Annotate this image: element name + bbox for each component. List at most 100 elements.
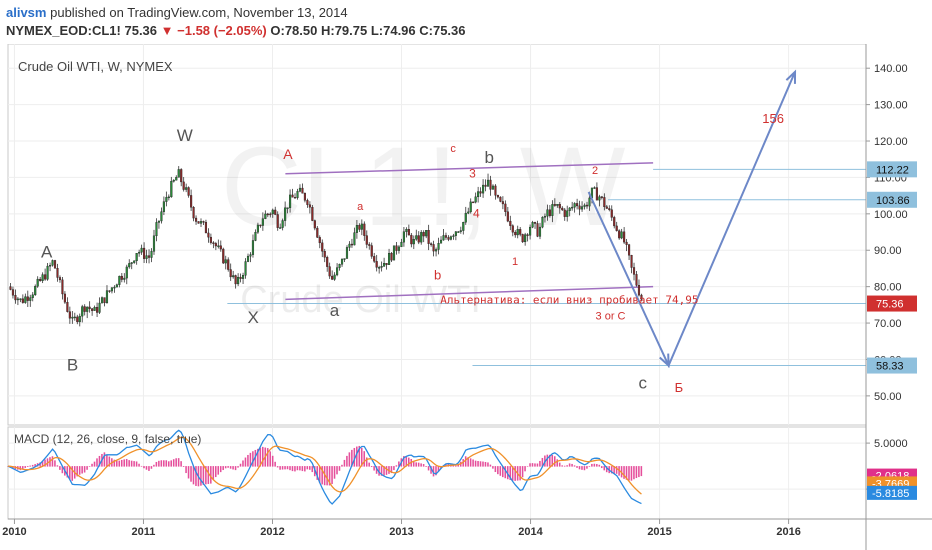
candle-body <box>628 244 631 256</box>
channel-line <box>285 285 654 301</box>
candle-body <box>491 185 495 190</box>
macd-histogram-bar <box>304 466 306 472</box>
macd-histogram-bar <box>128 460 130 467</box>
macd-histogram-bar <box>427 466 430 471</box>
macd-histogram-bar <box>175 458 177 467</box>
candle-body <box>199 221 203 224</box>
candle-body <box>467 211 470 214</box>
candle-body <box>105 290 109 304</box>
candle-body <box>175 177 178 181</box>
candle-body <box>162 201 165 212</box>
wave-label: X <box>247 308 258 327</box>
candle-body <box>499 196 502 202</box>
candle-body <box>323 251 326 258</box>
candle-body <box>496 195 499 198</box>
macd-histogram-bar <box>358 445 361 467</box>
candle-body <box>165 197 168 202</box>
candle-body <box>348 243 351 248</box>
candle-body <box>392 245 396 261</box>
candle-body <box>207 232 210 238</box>
candle-body <box>276 214 279 228</box>
macd-histogram-bar <box>378 466 380 476</box>
candle-body <box>78 315 81 323</box>
candle-body <box>417 235 420 243</box>
macd-histogram-bar <box>380 466 383 476</box>
macd-histogram-bar <box>519 466 521 481</box>
candle-body <box>46 265 49 280</box>
candle-body <box>58 277 62 281</box>
macd-histogram-bar <box>457 464 460 467</box>
candle-body <box>533 222 537 224</box>
price-tick-label: 100.00 <box>874 209 908 221</box>
candle-body <box>229 269 232 278</box>
wave-label: A <box>41 243 53 262</box>
macd-histogram-bar <box>338 466 341 471</box>
candle-body <box>68 311 71 319</box>
candle-body <box>61 279 64 295</box>
candle-body <box>269 213 272 216</box>
candle-body <box>219 245 222 250</box>
macd-histogram-bar <box>506 466 509 480</box>
candle-body <box>350 243 354 246</box>
candle-body <box>551 204 554 216</box>
candle-body <box>135 253 138 262</box>
macd-histogram-bar <box>177 458 180 467</box>
candle-body <box>588 197 591 207</box>
macd-histogram-bar <box>605 466 608 473</box>
candle-body <box>34 286 37 296</box>
macd-histogram-bar <box>284 466 286 470</box>
macd-histogram-bar <box>51 456 54 467</box>
candle-body <box>157 220 161 223</box>
candle-body <box>301 187 304 194</box>
candle-body <box>519 229 522 235</box>
time-tick-label: 2011 <box>132 526 156 538</box>
candle-body <box>318 237 321 244</box>
macd-histogram-bar <box>276 466 279 468</box>
candle-body <box>593 187 596 189</box>
macd-histogram-bar <box>239 463 242 467</box>
candle-body <box>222 248 225 264</box>
macd-histogram-bar <box>321 466 323 485</box>
candle-body <box>88 306 91 309</box>
candle-body <box>472 201 475 204</box>
candle-body <box>363 223 366 236</box>
macd-histogram-bar <box>363 451 366 467</box>
macd-histogram-bar <box>541 457 544 467</box>
candle-body <box>462 222 465 231</box>
candle-body <box>637 285 641 296</box>
price-tick-label: 90.00 <box>874 245 902 257</box>
macd-histogram-bar <box>351 449 353 467</box>
macd-histogram-bar <box>113 459 116 467</box>
candle-body <box>452 235 455 237</box>
candle-body <box>261 218 264 226</box>
alternative-annotation: Альтернатива: если вниз пробивает 74,95 <box>440 293 698 306</box>
macd-histogram-bar <box>375 466 378 474</box>
macd-histogram-bar <box>445 463 447 467</box>
macd-histogram-bar <box>54 460 56 467</box>
macd-histogram-bar <box>234 466 237 471</box>
macd-histogram-bar <box>120 459 123 467</box>
candle-body <box>190 195 193 208</box>
macd-histogram-bar <box>598 464 601 467</box>
price-pane-frame <box>7 44 867 426</box>
macd-histogram-bar <box>412 461 415 467</box>
macd-histogram-bar <box>34 464 36 467</box>
macd-histogram-bar <box>576 466 578 468</box>
macd-histogram-bar <box>257 448 259 467</box>
wave-label: b <box>485 148 494 167</box>
candle-body <box>543 216 547 218</box>
macd-histogram-bar <box>422 464 425 467</box>
macd-histogram-bar <box>309 466 311 470</box>
candle-body <box>358 225 361 230</box>
candle-body <box>242 275 245 279</box>
macd-histogram-bar <box>78 466 81 475</box>
author-link[interactable]: alivsm <box>6 5 47 20</box>
forecast-arrowhead-up <box>785 69 797 84</box>
candle-body <box>249 254 252 257</box>
candle-body <box>120 275 123 280</box>
macd-histogram-bar <box>316 466 318 480</box>
macd-histogram-bar <box>103 452 106 467</box>
macd-histogram-bar <box>464 456 467 467</box>
candle-body <box>170 181 173 198</box>
candle-body <box>383 263 386 267</box>
